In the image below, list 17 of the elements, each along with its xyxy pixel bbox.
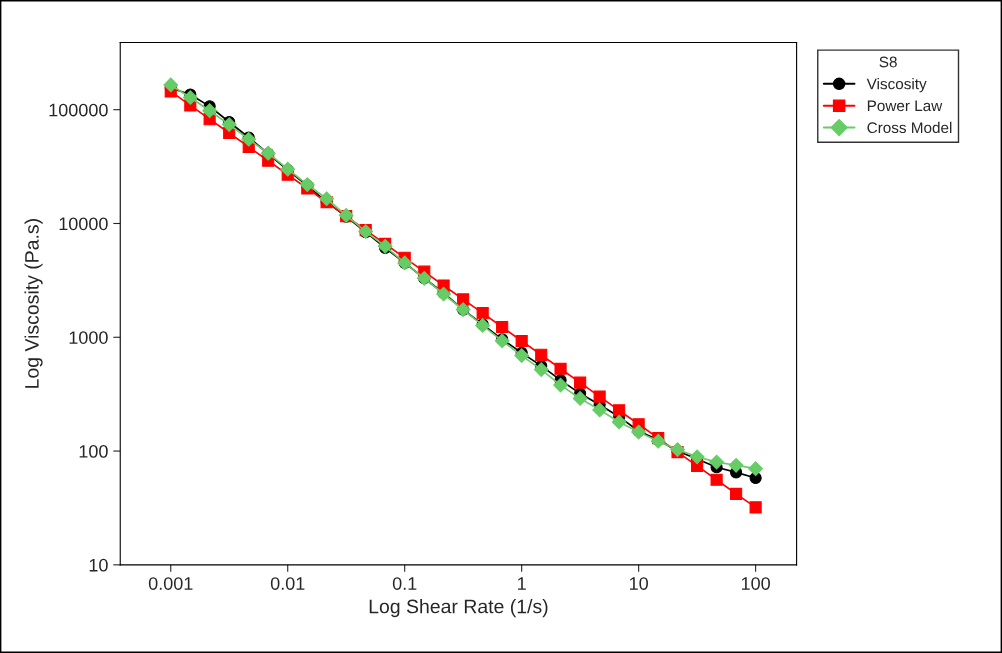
y-axis-title: Log Viscosity (Pa.s) — [24, 219, 43, 388]
x-axis-title: Log Shear Rate (1/s) — [369, 599, 548, 618]
x-tick-label: 0.1 — [392, 577, 417, 590]
x-tick-label: 10 — [629, 577, 648, 590]
y-tick-label: 100 — [79, 444, 108, 458]
x-tick-label: 100 — [741, 577, 770, 590]
x-tick-label: 0.001 — [148, 577, 193, 590]
x-tick-label: 1 — [518, 577, 526, 590]
y-tick-label: 10 — [89, 558, 108, 572]
legend-label: Viscosity — [866, 78, 927, 93]
legend-label: Cross Model — [867, 121, 952, 134]
legend-label: Power Law — [867, 100, 943, 112]
y-tick-label: 100000 — [49, 103, 108, 117]
y-tick-label: 10000 — [59, 217, 108, 231]
x-tick-label: 0.01 — [270, 577, 305, 590]
legend-title: S8 — [879, 56, 897, 68]
y-tick-label: 1000 — [69, 331, 108, 344]
